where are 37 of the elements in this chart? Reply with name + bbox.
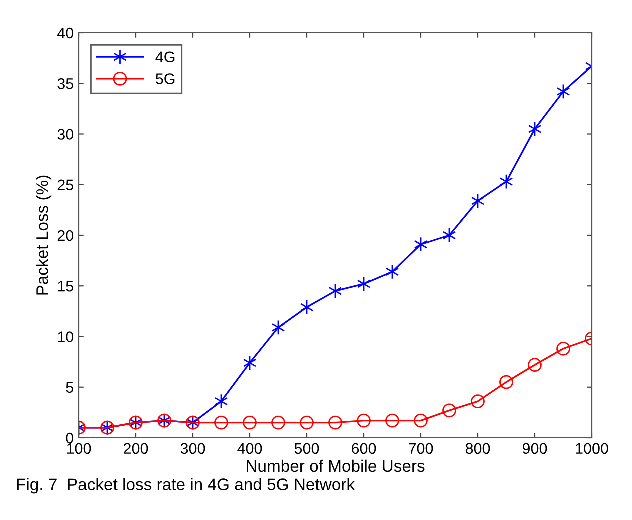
x-tick-label: 700 bbox=[409, 443, 434, 454]
point bbox=[442, 404, 456, 418]
point bbox=[414, 414, 428, 428]
y-tick-label: 15 bbox=[58, 281, 74, 292]
x-tick-label: 1000 bbox=[576, 443, 608, 454]
point bbox=[528, 358, 542, 372]
point bbox=[300, 416, 314, 430]
y-tick-label: 20 bbox=[58, 230, 74, 242]
point bbox=[357, 414, 371, 428]
y-tick-label: 30 bbox=[58, 129, 74, 140]
point bbox=[556, 342, 570, 356]
point bbox=[272, 416, 286, 430]
point bbox=[214, 416, 228, 430]
y-tick-label: 0 bbox=[66, 432, 74, 444]
y-axis-title: Packet Loss (%) bbox=[36, 176, 52, 295]
point bbox=[471, 394, 485, 408]
y-tick-label: 35 bbox=[58, 78, 74, 90]
legend-label: 4G bbox=[156, 52, 175, 63]
x-tick-label: 600 bbox=[352, 443, 376, 454]
point bbox=[328, 416, 342, 430]
x-tick-label: 300 bbox=[180, 443, 206, 454]
y-tick-label: 25 bbox=[58, 180, 74, 191]
x-tick-label: 900 bbox=[522, 443, 548, 454]
point bbox=[500, 375, 514, 390]
point bbox=[386, 414, 400, 428]
y-tick-label: 40 bbox=[58, 28, 74, 39]
caption: Fig. 7 Packet loss rate in 4G and 5G Network bbox=[17, 478, 356, 494]
y-tick-label: 5 bbox=[66, 382, 74, 394]
x-axis-title: Number of Mobile Users bbox=[247, 460, 425, 472]
y-tick-label: 10 bbox=[58, 332, 74, 342]
point bbox=[243, 416, 257, 430]
x-tick-label: 400 bbox=[238, 443, 262, 454]
x-tick-label: 200 bbox=[124, 443, 148, 454]
x-tick-label: 100 bbox=[67, 443, 92, 454]
x-tick-label: 800 bbox=[466, 443, 490, 454]
x-tick-label: 500 bbox=[294, 443, 320, 454]
legend-label: 5G bbox=[156, 74, 175, 84]
